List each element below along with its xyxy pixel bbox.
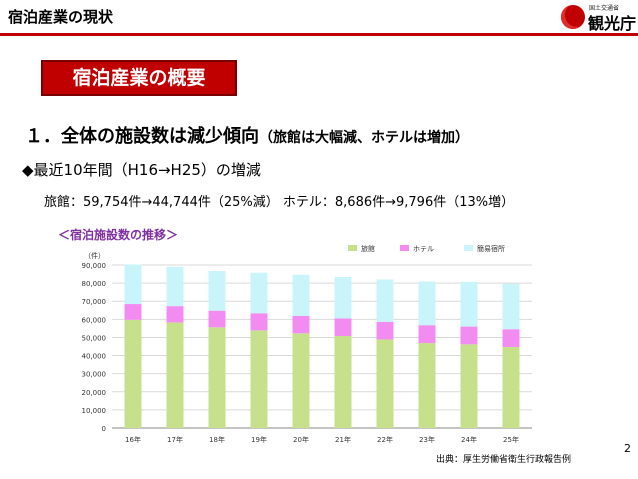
section-label: 宿泊産業の概要	[41, 60, 237, 96]
header-divider	[0, 33, 638, 36]
legend-swatch	[348, 245, 357, 251]
x-tick-label: 22年	[377, 435, 393, 444]
bar-segment-1	[208, 327, 226, 428]
y-unit-label: （件）	[84, 251, 105, 260]
heading-sub: （旅館は大幅減、ホテルは増加）	[259, 130, 469, 146]
bar-segment-2	[460, 326, 478, 345]
bar-segment-1	[166, 322, 184, 428]
y-tick-label: 0	[102, 425, 106, 433]
x-tick-label: 18年	[209, 435, 225, 444]
logo-ministry-text: 国土交通省	[589, 5, 620, 12]
bar-segment-3	[250, 272, 268, 314]
y-tick-label: 50,000	[82, 334, 107, 342]
stats-summary: 旅館：59,754件→44,744件（25%減） ホテル：8,686件→9,79…	[44, 195, 515, 210]
bar-segment-2	[292, 315, 310, 334]
logo-agency-name: 観光庁	[588, 14, 637, 33]
bar-segment-3	[292, 274, 310, 316]
x-tick-label: 16年	[125, 435, 141, 444]
x-tick-label: 17年	[167, 435, 183, 444]
legend-swatch	[400, 245, 409, 251]
page-number: 2	[624, 442, 631, 455]
heading-main: １．全体の施設数は減少傾向	[25, 126, 259, 147]
bar-segment-3	[418, 281, 436, 326]
x-tick-label: 25年	[503, 435, 519, 444]
x-tick-label: 21年	[335, 435, 351, 444]
y-tick-label: 30,000	[82, 371, 107, 379]
bar-segment-1	[376, 339, 394, 428]
bullet-point: ◆最近10年間（H16→H25）の増減	[22, 161, 261, 179]
y-tick-label: 80,000	[82, 280, 107, 288]
bar-segment-3	[376, 279, 394, 322]
bar-segment-2	[124, 304, 142, 320]
bar-segment-3	[208, 271, 226, 311]
bar-segment-3	[502, 283, 520, 330]
legend-label: ホテル	[413, 245, 434, 253]
y-tick-label: 10,000	[82, 407, 107, 415]
y-tick-label: 70,000	[82, 298, 107, 306]
bar-segment-1	[460, 344, 478, 428]
logo-emblem-icon	[561, 5, 585, 29]
bar-segment-3	[334, 276, 352, 319]
source-note: 出典：厚生労働省衛生行政報告例	[436, 455, 572, 465]
bar-segment-2	[418, 325, 436, 344]
bar-segment-1	[502, 346, 520, 428]
stacked-bar-chart: 0 10,000 20,000 30,000 40,000 50,000 60,000 70,…	[82, 244, 532, 444]
x-tick-label: 23年	[419, 435, 435, 444]
bar-segment-2	[376, 321, 394, 340]
bar-segment-2	[334, 318, 352, 336]
main-heading: １．全体の施設数は減少傾向（旅館は大幅減、ホテルは増加）	[25, 122, 469, 148]
header-title: 宿泊産業の現状	[8, 8, 114, 26]
y-tick-label: 40,000	[82, 353, 107, 361]
x-tick-label: 20年	[293, 435, 309, 444]
y-tick-label: 90,000	[82, 262, 107, 270]
bar-segment-1	[418, 343, 436, 428]
legend-label: 旅館	[361, 244, 375, 253]
legend-swatch	[464, 245, 473, 251]
bar-segment-3	[124, 264, 142, 305]
y-tick-label: 60,000	[82, 316, 107, 324]
agency-logo: 国土交通省 観光庁	[561, 2, 636, 33]
x-tick-label: 24年	[461, 435, 477, 444]
y-tick-label: 20,000	[82, 389, 107, 397]
bar-segment-1	[334, 335, 352, 428]
bar-segment-2	[502, 329, 520, 347]
bar-segment-2	[166, 306, 184, 323]
legend-label: 簡易宿所	[477, 244, 505, 253]
bar-segment-1	[292, 333, 310, 428]
bar-segment-1	[124, 319, 142, 428]
x-tick-label: 19年	[251, 435, 267, 444]
chart-title: ＜宿泊施設数の推移＞	[58, 228, 179, 242]
bar-segment-3	[460, 281, 478, 327]
bar-segment-3	[166, 266, 184, 307]
bar-segment-2	[250, 313, 268, 331]
bar-segment-2	[208, 310, 226, 328]
bar-segment-1	[250, 330, 268, 428]
